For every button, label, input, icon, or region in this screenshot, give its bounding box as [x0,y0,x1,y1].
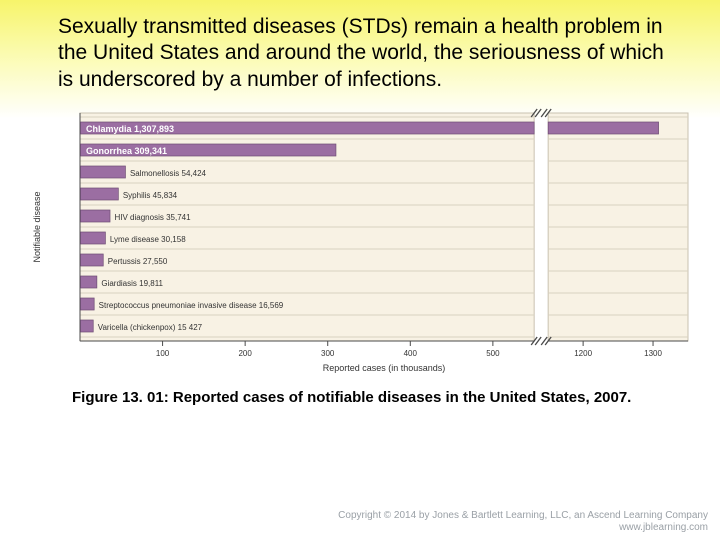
svg-text:Notifiable disease: Notifiable disease [32,191,42,262]
svg-text:300: 300 [321,349,335,358]
svg-text:Streptococcus pneumoniae invas: Streptococcus pneumoniae invasive diseas… [99,301,284,310]
svg-text:Chlamydia 1,307,893: Chlamydia 1,307,893 [86,124,174,134]
svg-text:Syphilis 45,834: Syphilis 45,834 [123,191,178,200]
svg-text:Reported cases (in thousands): Reported cases (in thousands) [323,363,446,373]
figure-caption: Figure 13. 01: Reported cases of notifia… [0,379,720,406]
svg-text:Salmonellosis 54,424: Salmonellosis 54,424 [130,169,207,178]
chart-container: 100 200 300 400 500 1200 1300 Chlamydia 1,307,8… [24,105,696,379]
intro-text: Sexually transmitted diseases (STDs) rem… [0,0,720,99]
svg-text:1200: 1200 [574,349,592,358]
copyright-line1: Copyright © 2014 by Jones & Bartlett Lea… [338,510,708,522]
svg-text:400: 400 [404,349,418,358]
copyright: Copyright © 2014 by Jones & Bartlett Lea… [338,510,708,534]
svg-text:Gonorrhea 309,341: Gonorrhea 309,341 [86,146,167,156]
bar-chart: 100 200 300 400 500 1200 1300 Chlamydia 1,307,8… [24,105,696,379]
svg-text:1300: 1300 [644,349,662,358]
copyright-url: www.jblearning.com [338,522,708,534]
svg-text:100: 100 [156,349,170,358]
svg-text:500: 500 [486,349,500,358]
svg-text:Lyme disease 30,158: Lyme disease 30,158 [110,235,186,244]
svg-text:Giardiasis 19,811: Giardiasis 19,811 [101,279,163,288]
svg-text:Varicella (chickenpox) 15 427: Varicella (chickenpox) 15 427 [98,323,203,332]
svg-text:200: 200 [238,349,252,358]
svg-text:HIV diagnosis 35,741: HIV diagnosis 35,741 [115,213,192,222]
svg-text:Pertussis 27,550: Pertussis 27,550 [108,257,168,266]
